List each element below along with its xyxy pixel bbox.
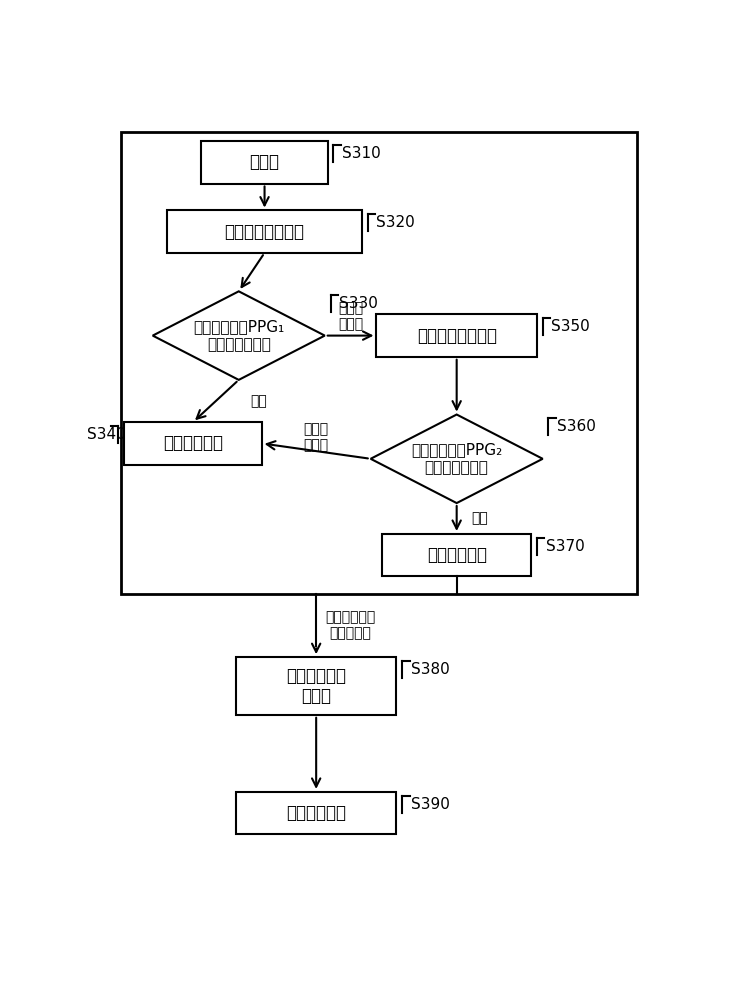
Bar bbox=[167, 210, 362, 253]
Text: 判断该范围内PPG₁
中出现的谱峰数: 判断该范围内PPG₁ 中出现的谱峰数 bbox=[193, 319, 284, 352]
Text: S370: S370 bbox=[545, 539, 585, 554]
Polygon shape bbox=[371, 415, 542, 503]
Bar bbox=[124, 422, 262, 465]
Text: 缩小谱峰搜索范围: 缩小谱峰搜索范围 bbox=[417, 327, 497, 345]
Text: S360: S360 bbox=[557, 419, 596, 434]
Bar bbox=[121, 132, 637, 594]
Polygon shape bbox=[152, 291, 325, 380]
Text: S330: S330 bbox=[339, 296, 378, 311]
Text: S340: S340 bbox=[87, 427, 126, 442]
Text: 判断该范围内PPG₂
中出现的谱峰数: 判断该范围内PPG₂ 中出现的谱峰数 bbox=[411, 443, 502, 475]
Text: 正常或
者多峰: 正常或 者多峰 bbox=[303, 422, 329, 452]
Text: 启动谱峰发现: 启动谱峰发现 bbox=[286, 804, 346, 822]
Bar bbox=[236, 657, 397, 715]
Text: 出现谱峰跟丢
的情况: 出现谱峰跟丢 的情况 bbox=[286, 667, 346, 705]
Bar bbox=[236, 792, 397, 834]
Bar bbox=[382, 534, 531, 576]
Text: 正常: 正常 bbox=[250, 394, 267, 408]
Text: S320: S320 bbox=[377, 215, 415, 230]
Text: 连续跟踪多个
时间窗口后: 连续跟踪多个 时间窗口后 bbox=[326, 610, 376, 640]
Bar bbox=[201, 141, 328, 184]
Text: S390: S390 bbox=[411, 797, 450, 812]
Text: 无峰: 无峰 bbox=[471, 511, 488, 525]
Text: 启动谱峰预测: 启动谱峰预测 bbox=[427, 546, 487, 564]
Text: 确定谱峰搜索范围: 确定谱峰搜索范围 bbox=[224, 223, 305, 241]
Text: 多峰或
者无峰: 多峰或 者无峰 bbox=[338, 301, 363, 331]
Bar bbox=[377, 314, 537, 357]
Text: 启动谱峰选择: 启动谱峰选择 bbox=[163, 434, 223, 452]
Text: 初始化: 初始化 bbox=[249, 153, 280, 171]
Text: S310: S310 bbox=[342, 146, 380, 161]
Text: S380: S380 bbox=[411, 662, 449, 677]
Text: S350: S350 bbox=[551, 319, 590, 334]
